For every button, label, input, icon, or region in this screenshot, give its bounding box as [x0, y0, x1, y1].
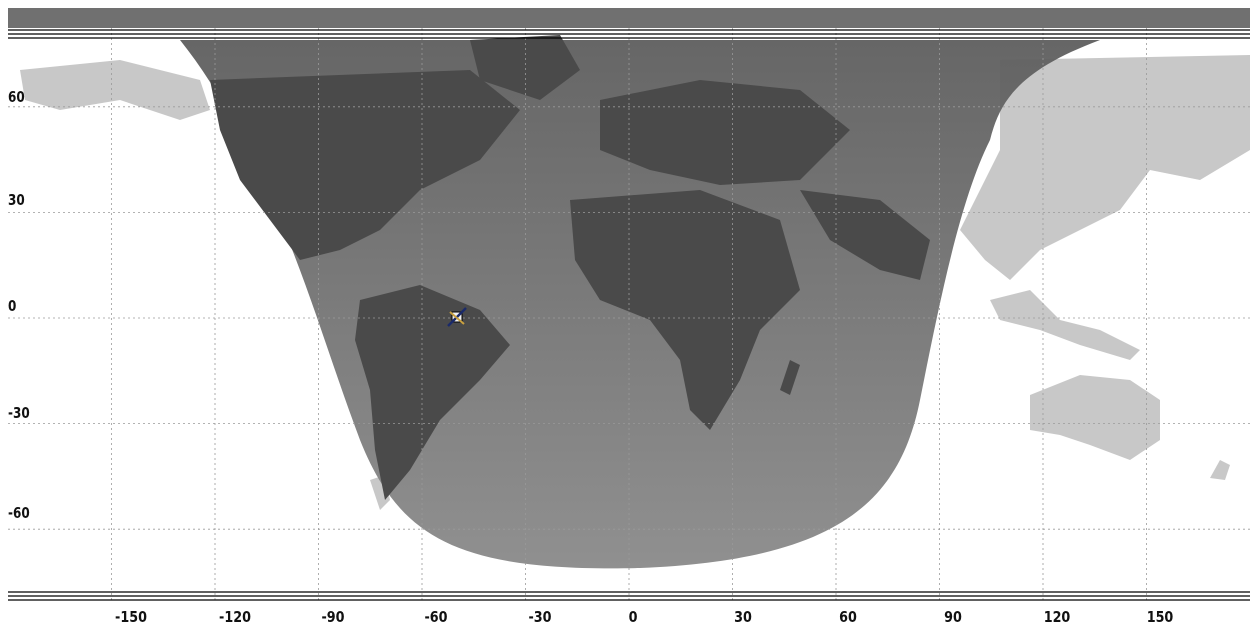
land-greenland [470, 35, 580, 100]
top-band [8, 8, 1250, 28]
land-north-america [210, 70, 520, 260]
land-alaska [20, 60, 210, 120]
land-madagascar [780, 360, 800, 395]
lon-label-60: 60 [839, 608, 857, 626]
lat-label-neg60: -60 [8, 504, 30, 522]
lon-label-neg120: -120 [219, 608, 251, 626]
lat-label-neg30: -30 [8, 404, 30, 422]
satellite-icon [447, 307, 467, 327]
land-europe [600, 80, 850, 185]
lon-label-150: 150 [1146, 608, 1174, 626]
lon-label-neg150: -150 [115, 608, 147, 626]
lon-label-0: 0 [628, 608, 638, 626]
polar-track-bands [8, 29, 1250, 601]
land-africa [570, 190, 800, 430]
lat-label-0: 0 [8, 297, 17, 315]
land-australia [1030, 375, 1160, 460]
lat-label-60: 60 [8, 88, 25, 106]
land-day [20, 55, 1250, 510]
lat-label-30: 30 [8, 191, 25, 209]
land-night [210, 35, 930, 500]
land-south-america [355, 285, 510, 500]
lon-label-neg60: -60 [424, 608, 448, 626]
land-new-zealand [1210, 460, 1230, 480]
lon-label-120: 120 [1043, 608, 1071, 626]
lon-label-90: 90 [944, 608, 962, 626]
land-asia [960, 55, 1250, 280]
lon-label-neg90: -90 [321, 608, 345, 626]
land-southeast-asia [990, 290, 1140, 360]
lon-label-neg30: -30 [528, 608, 552, 626]
lon-label-30: 30 [734, 608, 752, 626]
land-middle-east-india [800, 190, 930, 280]
graticule [8, 8, 1250, 603]
